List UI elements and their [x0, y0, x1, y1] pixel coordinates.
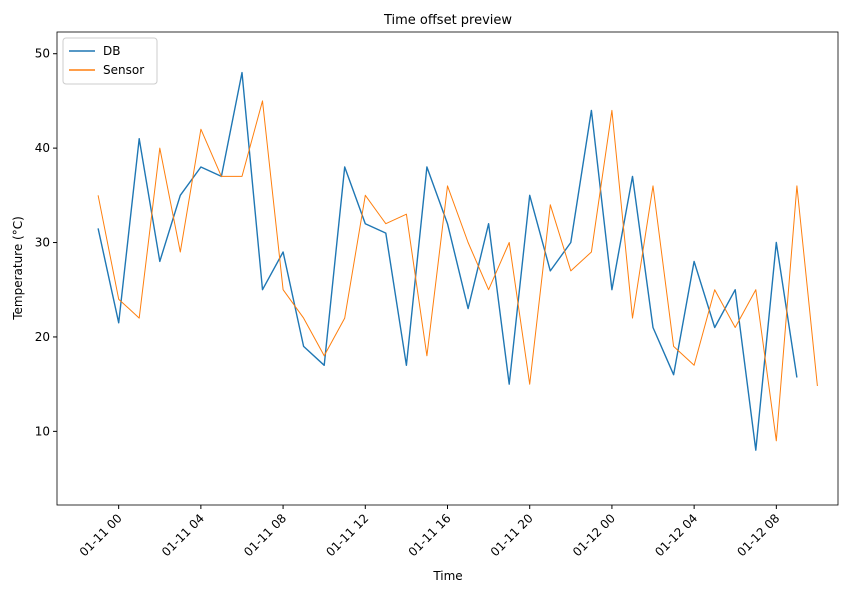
y-tick-label: 30	[35, 236, 50, 250]
x-tick-label: 01-11 00	[77, 511, 125, 559]
y-tick-label: 50	[35, 47, 50, 61]
data-line	[97, 71, 798, 451]
y-tick-label: 40	[35, 141, 50, 155]
plot-frame	[56, 31, 839, 506]
x-tick-label: 01-12 04	[652, 511, 700, 559]
x-axis-label: Time	[432, 569, 462, 583]
legend-box	[62, 37, 158, 85]
x-tick-label: 01-11 08	[241, 511, 289, 559]
x-tick-label: 01-12 00	[570, 511, 618, 559]
y-tick-label: 10	[35, 424, 50, 438]
y-tick-label: 20	[35, 330, 50, 344]
y-axis-label: Temperature (°C)	[11, 216, 25, 321]
x-tick-label: 01-11 20	[488, 511, 536, 559]
x-tick-label: 01-11 12	[323, 511, 371, 559]
legend-label: DB	[103, 44, 120, 58]
legend-label: Sensor	[103, 63, 144, 77]
data-line	[97, 100, 818, 442]
x-tick-label: 01-11 04	[159, 511, 207, 559]
chart-title: Time offset preview	[383, 13, 512, 28]
x-tick-label: 01-11 16	[406, 511, 454, 559]
x-tick-label: 01-12 08	[734, 511, 782, 559]
